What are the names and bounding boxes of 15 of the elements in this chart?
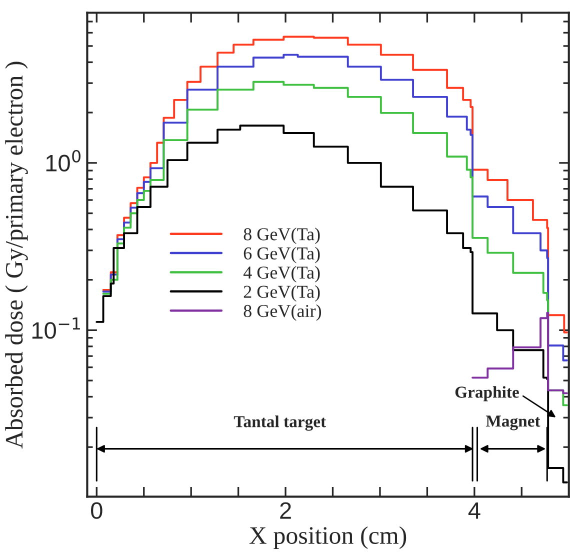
x-axis-title: X position (cm) [249,526,406,550]
annotation: Graphite [455,386,519,402]
x-tick-label: 4 [468,502,480,519]
y-tick-label: 10$^{−1}$ [32,317,80,339]
annotation: Magnet [486,416,540,430]
y-axis-title: Absorbed dose ( Gy/primary electron ) [5,62,28,449]
legend-label: 8 GeV(air) [244,304,322,321]
legend-label: 8 GeV(Ta) [244,228,320,244]
legend-label: 2 GeV(Ta) [244,285,320,302]
x-tick-label: 2 [280,502,291,519]
y-tick-label: 10$^{0}$ [46,150,80,172]
x-tick-label: 0 [91,502,102,519]
legend-label: 6 GeV(Ta) [244,246,320,264]
annotation: Tantal target [234,416,326,431]
legend-label: 4 GeV(Ta) [243,266,320,282]
